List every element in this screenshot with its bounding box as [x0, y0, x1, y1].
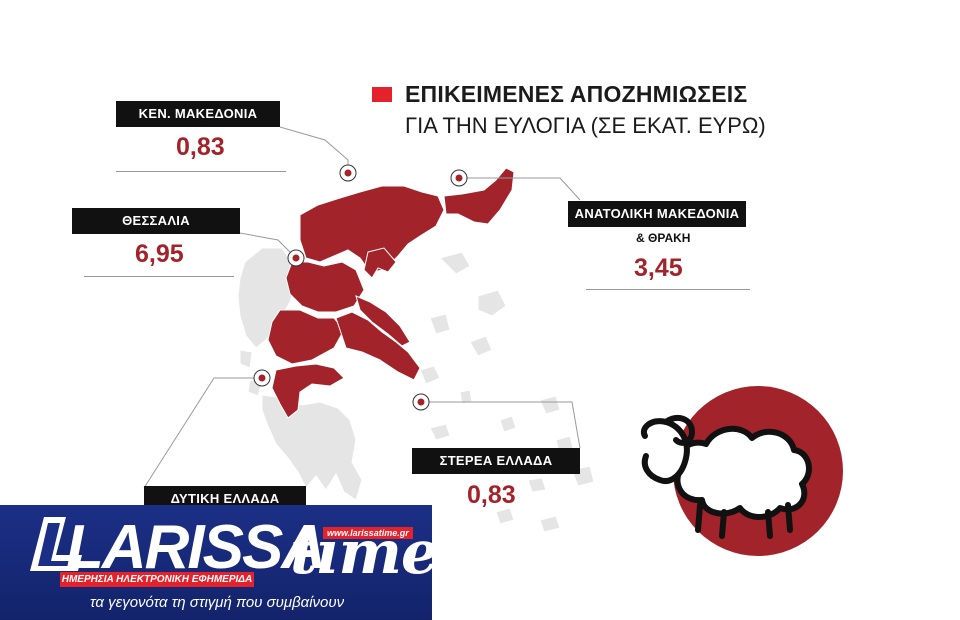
region-markers [253, 164, 468, 411]
logo-slogan: τα γεγονότα τη στιγμή που συμβαίνουν [90, 594, 345, 611]
region-label-thessaly: ΘΕΣΣΑΛΙΑ [72, 208, 240, 234]
region-label-east-macedonia-line2: & ΘΡΑΚΗ [636, 231, 691, 245]
region-label-central-macedonia: ΚΕΝ. ΜΑΚΕΔΟΝΙΑ [116, 101, 280, 127]
logo-brand: LARISSA [66, 513, 326, 582]
legend-color-square [372, 87, 392, 102]
region-underline [586, 289, 750, 290]
region-value-central-macedonia: 0,83 [176, 133, 225, 161]
region-marker-dots [258, 169, 463, 406]
region-value-east-macedonia: 3,45 [634, 254, 683, 282]
map-highlight-regions [267, 167, 515, 419]
region-label-sterea: ΣΤΕΡΕΑ ΕΛΛΑΔΑ [412, 448, 580, 474]
logo-url[interactable]: www.larissatime.gr [323, 527, 413, 539]
region-value-thessaly: 6,95 [135, 240, 184, 268]
legend-subtitle: ΓΙΑ ΤΗΝ ΕΥΛΟΓΙΑ (ΣΕ ΕΚΑΤ. ΕΥΡΩ) [405, 113, 766, 138]
sheep-icon [640, 414, 812, 539]
region-underline [116, 171, 286, 172]
logo-l-shape [30, 517, 82, 571]
region-underline [84, 276, 234, 277]
region-value-sterea: 0,83 [467, 481, 516, 509]
logo-strip: ΗΜΕΡΗΣΙΑ ΗΛΕΚΤΡΟΝΙΚΗ ΕΦΗΜΕΡΙΔΑ [60, 572, 254, 587]
legend-title: ΕΠΙΚΕΙΜΕΝΕΣ ΑΠΟΖΗΜΙΩΣΕΙΣ [405, 81, 748, 107]
region-label-east-macedonia: ΑΝΑΤΟΛΙΚΗ ΜΑΚΕΔΟΝΙΑ [568, 201, 746, 227]
